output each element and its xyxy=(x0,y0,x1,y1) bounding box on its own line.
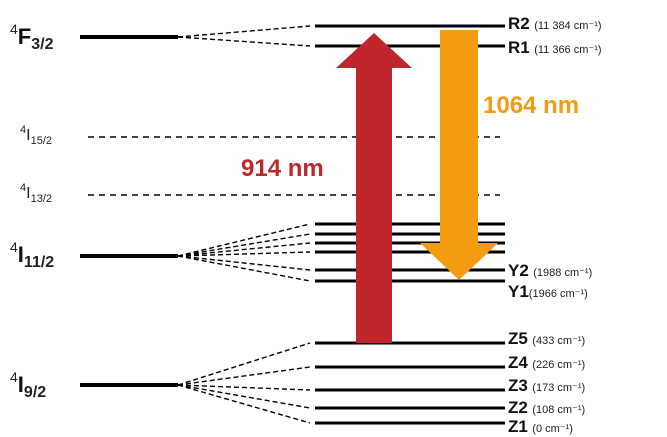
sublevel-label-z5: Z5 (433 cm⁻¹) xyxy=(508,329,585,348)
split-line-i11-1 xyxy=(177,223,311,257)
sublevel-label-y2: Y2 (1988 cm⁻¹) xyxy=(508,261,592,280)
sublevel-label-r1: R1 (11 366 cm⁻¹) xyxy=(508,38,602,57)
split-line-r2 xyxy=(177,25,311,38)
split-line-r1 xyxy=(177,36,311,47)
term-label-4I152: 4I15/2 xyxy=(20,124,52,147)
laser-wavelength-label: 1064 nm xyxy=(483,92,579,119)
term-label-4F32: 4F3/2 xyxy=(10,21,54,53)
sublevel-label-z1: Z1 (0 cm⁻¹) xyxy=(508,417,573,436)
term-label-4I112: 4I11/2 xyxy=(10,239,54,271)
split-line-i11-2 xyxy=(177,233,311,257)
split-line-i11-4 xyxy=(177,251,311,257)
split-line-z5 xyxy=(177,342,311,386)
split-line-i11-6 xyxy=(177,255,311,282)
split-line-z4 xyxy=(177,366,311,386)
sublevel-label-z2: Z2 (108 cm⁻¹) xyxy=(508,398,585,417)
split-line-z3 xyxy=(177,384,311,391)
sublevel-label-r2: R2 (11 384 cm⁻¹) xyxy=(508,14,602,33)
sublevel-label-z4: Z4 (226 cm⁻¹) xyxy=(508,353,585,372)
sublevel-label-y1: Y1(1966 cm⁻¹) xyxy=(508,282,588,301)
split-line-z2 xyxy=(177,384,311,409)
split-line-i11-5 xyxy=(177,255,311,271)
pump-wavelength-label: 914 nm xyxy=(241,155,324,182)
laser-arrow-1064nm xyxy=(420,30,498,280)
sublevel-label-z3: Z3 (173 cm⁻¹) xyxy=(508,376,585,395)
term-label-4I132: 4I13/2 xyxy=(20,182,52,205)
split-line-i11-3 xyxy=(177,242,311,257)
split-line-z1 xyxy=(177,384,311,424)
term-label-4I92: 4I9/2 xyxy=(10,369,46,401)
pump-arrow-914nm xyxy=(336,33,412,343)
